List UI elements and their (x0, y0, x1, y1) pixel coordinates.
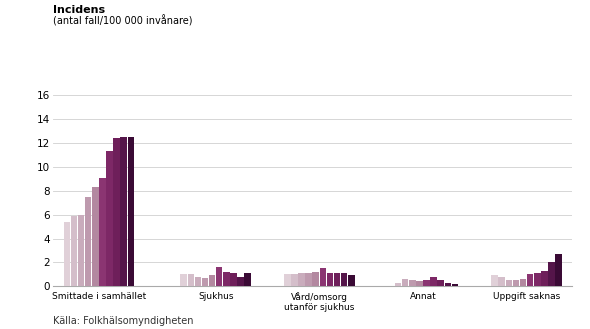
Bar (395, 283, 401, 286)
Bar (85, 197, 91, 286)
Bar (92, 187, 99, 286)
Text: Källa: Folkhälsomyndigheten: Källa: Folkhälsomyndigheten (53, 316, 194, 326)
Bar (223, 272, 230, 286)
Bar (113, 138, 120, 286)
Bar (237, 277, 244, 286)
Bar (409, 280, 415, 286)
Bar (541, 271, 548, 286)
Bar (291, 274, 298, 286)
Bar (527, 274, 533, 286)
Bar (64, 222, 70, 286)
Bar (334, 273, 340, 286)
Bar (71, 216, 77, 286)
Bar (188, 274, 194, 286)
Bar (513, 280, 519, 286)
Bar (181, 274, 187, 286)
Bar (120, 137, 127, 286)
Bar (99, 178, 106, 286)
Bar (402, 279, 408, 286)
Bar (299, 273, 305, 286)
Bar (78, 215, 84, 286)
Bar (306, 273, 312, 286)
Bar (327, 273, 333, 286)
Bar (534, 273, 540, 286)
Bar (320, 268, 326, 286)
Bar (106, 151, 113, 286)
Bar (506, 280, 512, 286)
Bar (520, 279, 526, 286)
Bar (202, 278, 208, 286)
Bar (416, 281, 422, 286)
Bar (284, 274, 290, 286)
Bar (348, 275, 355, 286)
Bar (499, 277, 505, 286)
Bar (452, 284, 458, 286)
Bar (209, 275, 215, 286)
Bar (244, 273, 251, 286)
Bar (195, 277, 201, 286)
Bar (341, 273, 348, 286)
Text: (antal fall/100 000 invånare): (antal fall/100 000 invånare) (53, 15, 192, 26)
Bar (230, 273, 237, 286)
Bar (437, 280, 444, 286)
Bar (555, 254, 562, 286)
Bar (216, 267, 222, 286)
Bar (444, 283, 451, 286)
Bar (491, 275, 498, 286)
Bar (127, 137, 134, 286)
Bar (313, 272, 319, 286)
Text: Incidens: Incidens (53, 5, 105, 15)
Bar (430, 277, 437, 286)
Bar (548, 263, 555, 286)
Bar (423, 280, 430, 286)
